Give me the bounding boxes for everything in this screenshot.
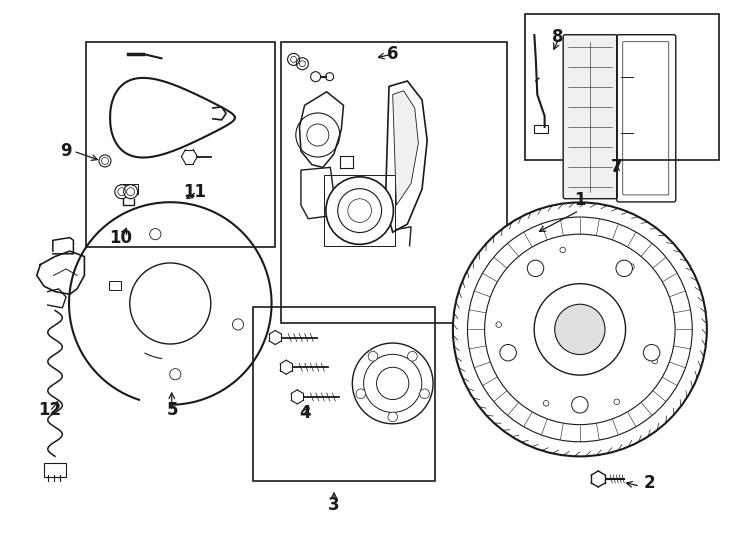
Text: 6: 6 xyxy=(387,45,399,63)
Bar xyxy=(44,463,66,477)
Circle shape xyxy=(500,345,516,361)
Circle shape xyxy=(628,264,634,269)
Bar xyxy=(281,42,507,323)
Circle shape xyxy=(484,234,675,424)
Text: 7: 7 xyxy=(611,158,622,177)
Circle shape xyxy=(368,352,378,361)
Circle shape xyxy=(543,401,549,406)
Circle shape xyxy=(99,155,111,167)
Circle shape xyxy=(527,260,544,276)
Bar xyxy=(253,307,435,481)
Text: 9: 9 xyxy=(60,142,72,160)
Text: 8: 8 xyxy=(552,28,564,46)
Bar xyxy=(86,42,275,247)
Bar xyxy=(109,281,121,291)
Circle shape xyxy=(652,358,658,364)
Circle shape xyxy=(614,399,619,404)
Circle shape xyxy=(534,284,625,375)
Text: 12: 12 xyxy=(38,401,62,420)
Text: 3: 3 xyxy=(328,496,340,514)
Circle shape xyxy=(560,247,565,253)
Text: 11: 11 xyxy=(183,183,206,201)
Circle shape xyxy=(123,185,138,199)
Text: 2: 2 xyxy=(644,474,655,492)
Circle shape xyxy=(356,389,366,399)
Circle shape xyxy=(572,396,588,413)
Circle shape xyxy=(644,345,660,361)
Circle shape xyxy=(407,352,417,361)
Polygon shape xyxy=(393,91,418,205)
Circle shape xyxy=(555,304,605,355)
Text: 5: 5 xyxy=(167,401,178,420)
Bar xyxy=(525,14,719,160)
Bar xyxy=(534,125,548,133)
Circle shape xyxy=(115,185,129,199)
Bar xyxy=(120,184,138,194)
Text: 1: 1 xyxy=(574,191,586,209)
Bar xyxy=(324,175,395,246)
Circle shape xyxy=(388,412,398,422)
Text: 10: 10 xyxy=(109,228,133,247)
Circle shape xyxy=(420,389,429,399)
Circle shape xyxy=(468,217,692,442)
Circle shape xyxy=(453,202,707,456)
Text: 4: 4 xyxy=(299,404,310,422)
FancyBboxPatch shape xyxy=(563,35,617,199)
Circle shape xyxy=(326,177,393,245)
Circle shape xyxy=(496,322,501,327)
Circle shape xyxy=(616,260,633,276)
